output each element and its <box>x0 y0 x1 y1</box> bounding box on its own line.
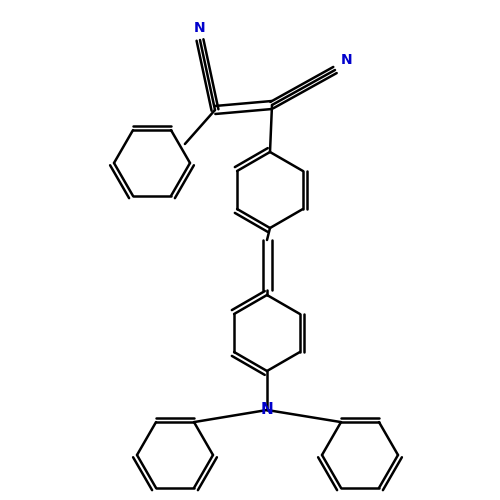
Text: N: N <box>260 402 274 417</box>
Text: N: N <box>194 21 206 35</box>
Text: N: N <box>341 53 352 67</box>
